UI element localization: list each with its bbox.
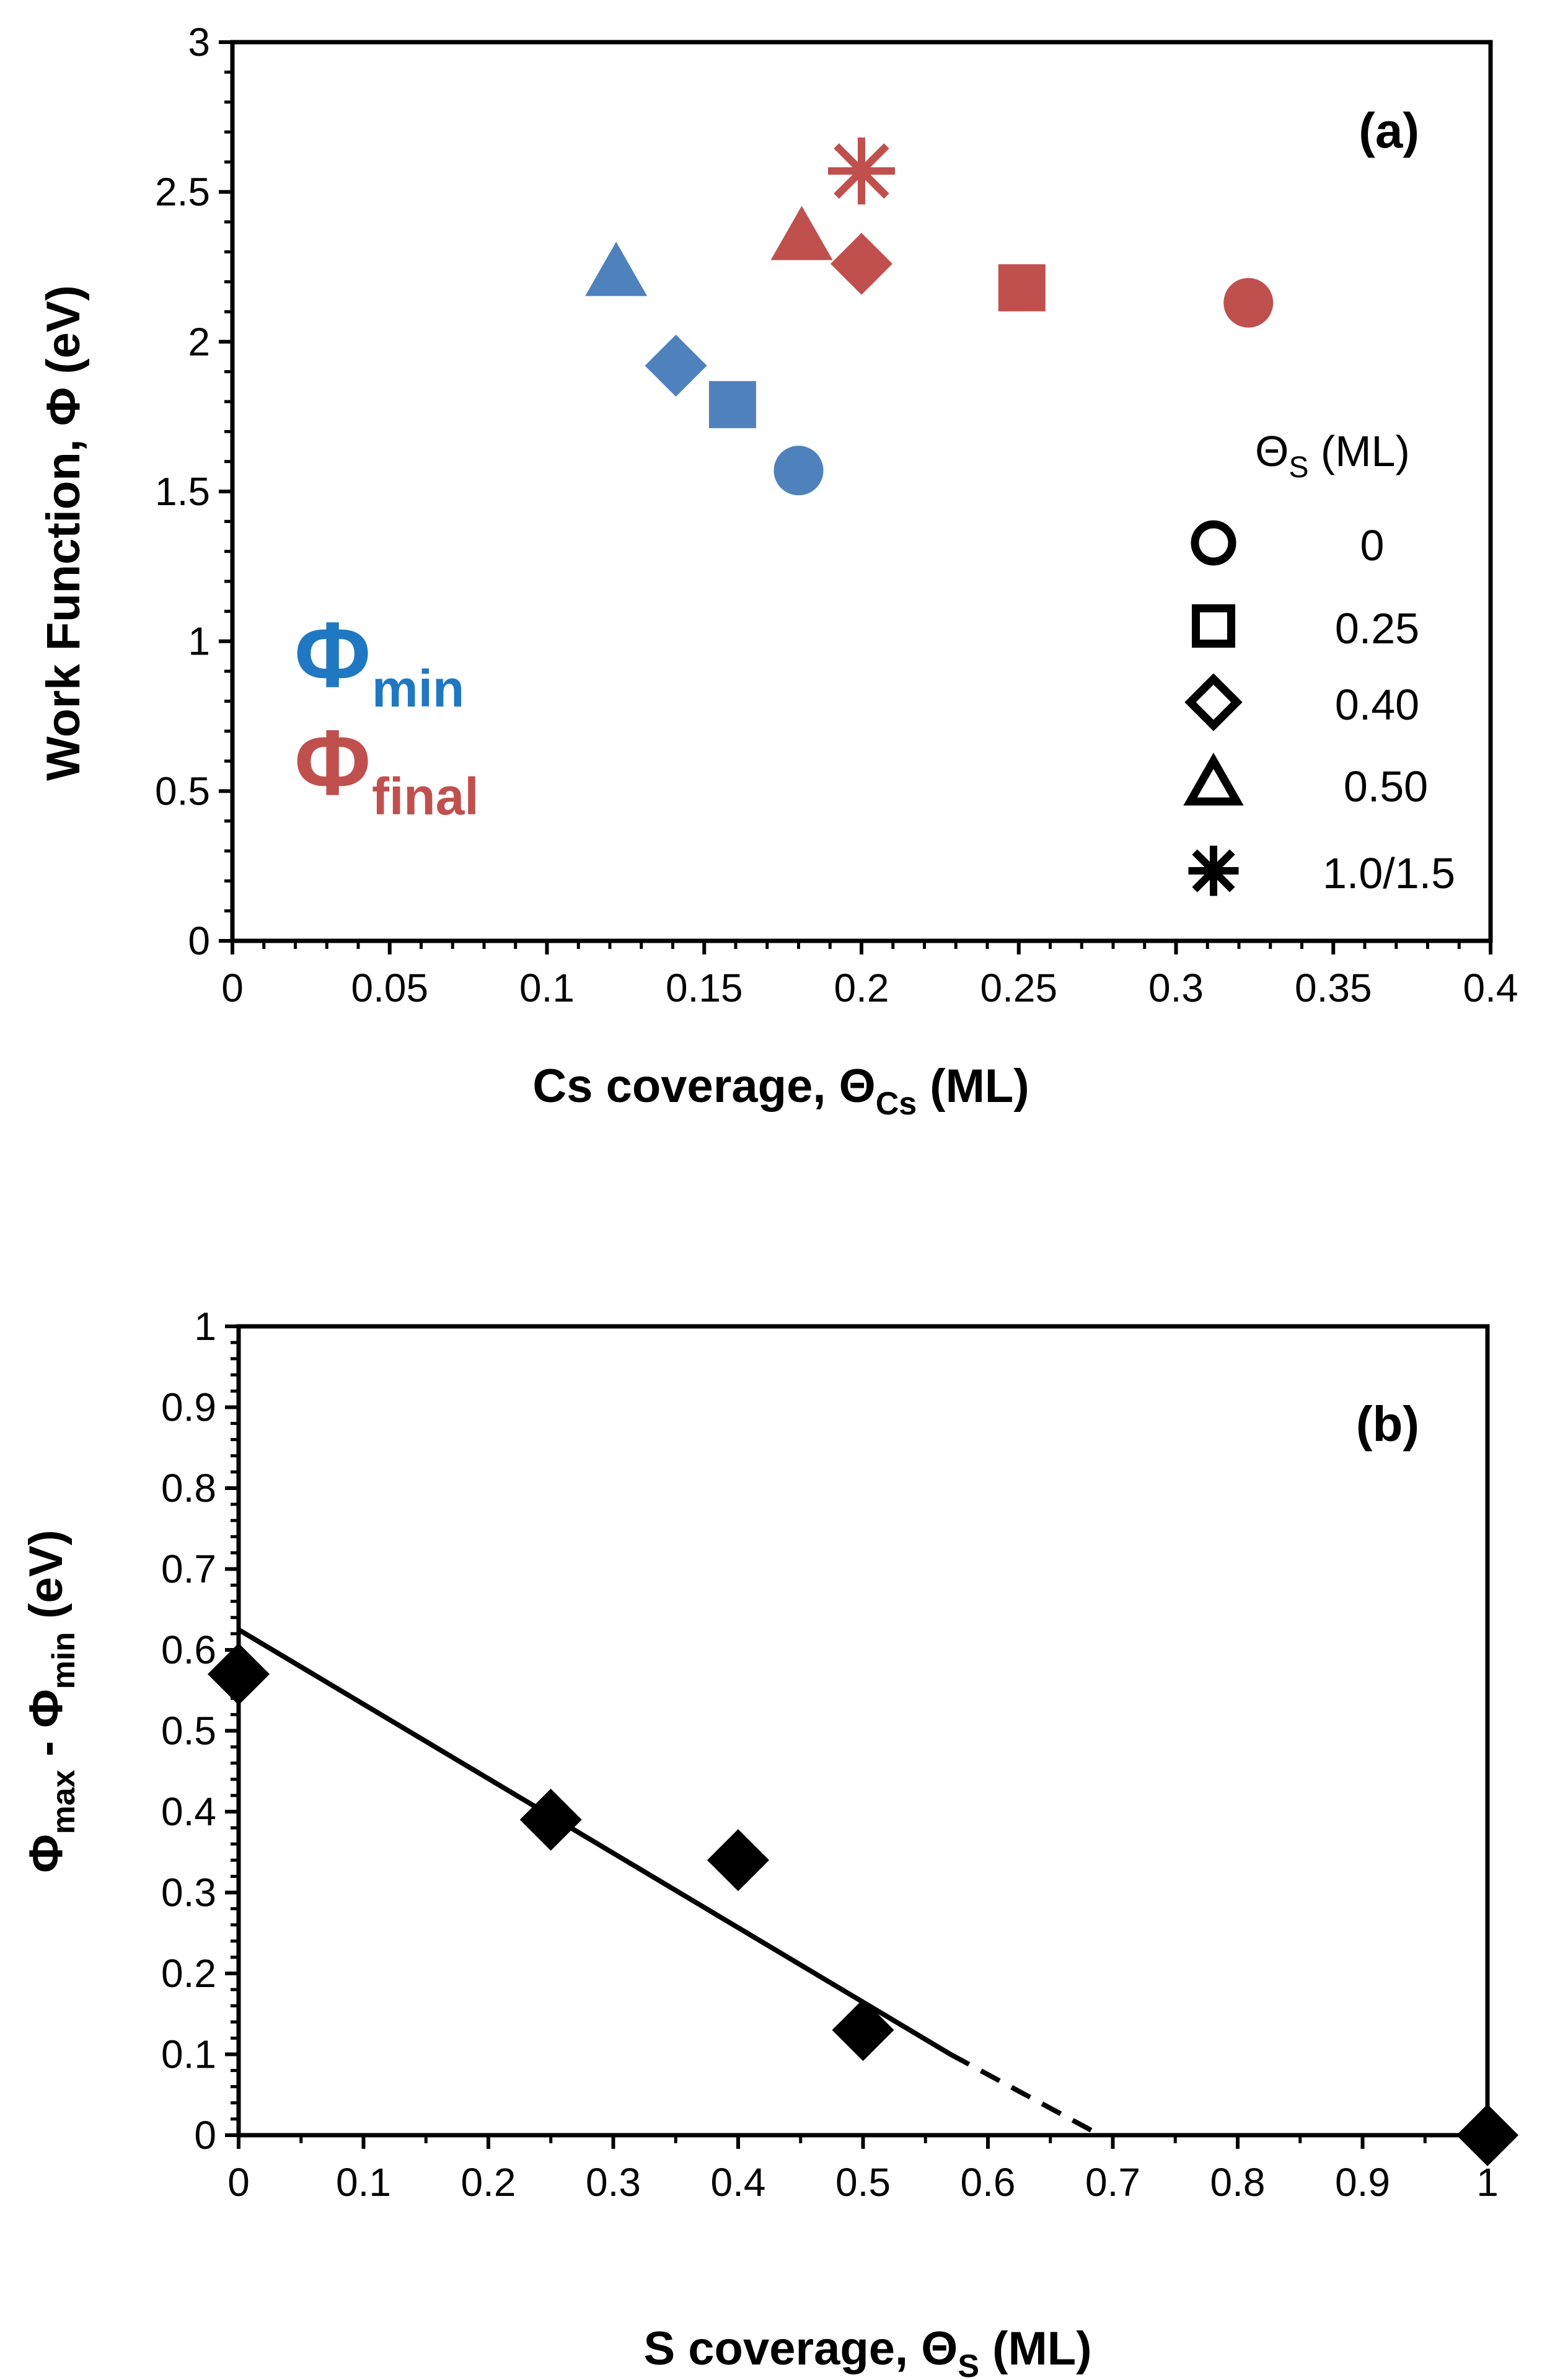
panel-a-x-tick-label: 0.4 — [1463, 966, 1518, 1010]
svg-text:Φ: Φ — [294, 710, 371, 814]
legend-entries: 0 0.25 0.40 0.50 1.0/1.5 — [1183, 520, 1455, 897]
panel-a-x-tick-label: 0 — [221, 966, 244, 1010]
panel-a-x-tick-label: 0.25 — [980, 966, 1057, 1010]
panel-b-x-tick-label: 0.1 — [336, 2160, 391, 2205]
panel-b-x-tick-label: 0.3 — [586, 2160, 641, 2205]
panel-b-x-tick-label: 0 — [227, 2160, 250, 2205]
panel-a-x-tick-label: 0.05 — [351, 966, 428, 1010]
panel-b-markers — [208, 1643, 1518, 2166]
linear-fit-extrapolation — [949, 2052, 1102, 2138]
panel-a-y-tick-label: 0 — [188, 919, 210, 963]
panel-b-y-tick-label: 0.4 — [161, 1789, 216, 1834]
panel-a-x-tick-label: 0.1 — [519, 966, 575, 1010]
panel-b-y-tick-label: 0.5 — [161, 1709, 216, 1753]
series-label-phi-min: Φ min — [294, 602, 464, 718]
panel-a-y-tick-label: 0.5 — [155, 769, 210, 813]
phi-final-point-square — [998, 264, 1046, 312]
delta-phi-point — [1456, 2104, 1518, 2166]
panel-b-y-tick-label: 0 — [194, 2113, 216, 2157]
panel-b-x-tick-label: 0.9 — [1335, 2160, 1390, 2205]
legend-label: 0 — [1360, 521, 1385, 570]
delta-phi-point — [832, 1999, 894, 2061]
panel-a-y-tick-label: 3 — [188, 20, 210, 64]
legend-title: ΘS (ML) — [1255, 427, 1410, 484]
panel-b-x-tick-label: 1 — [1476, 2160, 1499, 2205]
phi-min-point-diamond — [645, 335, 707, 397]
legend-label: 0.25 — [1335, 604, 1419, 653]
panel-a-x-tick-label: 0.2 — [834, 966, 889, 1010]
delta-phi-point — [707, 1829, 769, 1892]
phi-final-point-circle — [1223, 278, 1274, 328]
svg-text:Φ: Φ — [294, 602, 371, 707]
panel-a-label: (a) — [1359, 103, 1419, 158]
panel-b-x-tick-label: 0.8 — [1210, 2160, 1266, 2205]
legend-label: 0.40 — [1335, 681, 1419, 729]
panel-a-y-tick-label: 2.5 — [155, 170, 210, 214]
panel-a-x-axis-title: Cs coverage, ΘCs (ML) — [532, 1060, 1029, 1122]
panel-b-x-tick-label: 0.4 — [711, 2160, 766, 2205]
panel-a-axes: 0 0.05 0.1 0.15 0.2 0.25 0.3 0.35 0.400.511.522.… — [155, 20, 1518, 1010]
legend-label: 1.0/1.5 — [1323, 849, 1455, 897]
panel-a-x-tick-label: 0.15 — [666, 966, 743, 1010]
panel-b-y-tick-label: 0.1 — [161, 2032, 216, 2077]
phi-min-point-square — [708, 381, 756, 428]
svg-text:min: min — [372, 659, 464, 718]
panel-b-y-tick-label: 0.3 — [161, 1871, 216, 1915]
panel-b-y-tick-label: 0.8 — [161, 1466, 216, 1510]
panel-b-y-tick-label: 0.9 — [161, 1385, 216, 1430]
panel-b-axes: 0 0.1 0.2 0.3 0.4 0.5 0.6 0.7 0.8 0.9 1 0 0.1 0.2 0.3 0… — [161, 1304, 1499, 2205]
panel-a-y-tick-label: 1.5 — [155, 469, 210, 514]
delta-phi-point — [519, 1789, 582, 1851]
panel-b-x-tick-label: 0.7 — [1085, 2160, 1140, 2205]
phi-min-point-triangle — [585, 242, 648, 296]
phi-final-point-asterisk — [828, 137, 895, 205]
legend-marker-triangle — [1183, 752, 1244, 806]
panel-a-x-tick-label: 0.3 — [1148, 966, 1204, 1010]
delta-phi-point — [208, 1643, 270, 1706]
phi-final-point-triangle — [770, 206, 833, 260]
series-label-phi-final: Φ final — [294, 710, 479, 826]
legend-marker-circle — [1191, 520, 1236, 566]
svg-text:final: final — [372, 767, 479, 826]
panel-b-fit-lines — [237, 1627, 1102, 2138]
panel-b-y-tick-label: 0.6 — [161, 1628, 216, 1672]
panel-a-markers — [585, 137, 1274, 496]
panel-b-label: (b) — [1356, 1396, 1419, 1452]
panel-a-y-tick-label: 2 — [188, 319, 210, 364]
theta-s-legend: ΘS (ML) 0 0.25 0.40 0.50 1.0/1.5 — [1183, 427, 1455, 897]
phi-min-point-circle — [773, 446, 824, 496]
legend-marker-diamond — [1184, 673, 1243, 731]
panel-b-y-axis-title: Φmax - Φmin (eV) — [20, 1530, 82, 1873]
panel-b-x-axis-title: S coverage, ΘS (ML) — [643, 2322, 1091, 2380]
panel-b-y-tick-label: 0.7 — [161, 1547, 216, 1592]
panel-b-y-tick-label: 0.2 — [161, 1951, 216, 1996]
panel-a-y-tick-label: 1 — [188, 619, 210, 664]
panel-b-x-tick-label: 0.2 — [461, 2160, 516, 2205]
linear-fit-line — [237, 1627, 952, 2056]
panel-b-y-tick-label: 1 — [194, 1304, 216, 1349]
panel-a-y-axis-title: Work Function, Φ (eV) — [37, 285, 90, 781]
legend-marker-asterisk — [1188, 845, 1239, 896]
legend-label: 0.50 — [1344, 762, 1428, 811]
legend-marker-square — [1192, 604, 1235, 648]
panel-b-x-tick-label: 0.5 — [835, 2160, 891, 2205]
panel-b-chart: 0 0.1 0.2 0.3 0.4 0.5 0.6 0.7 0.8 0.9 1 0 0.1 0.2 0.3 0… — [20, 1304, 1518, 2380]
panel-b-x-tick-label: 0.6 — [961, 2160, 1016, 2205]
phi-final-point-diamond — [830, 232, 892, 295]
panel-a-x-tick-label: 0.35 — [1295, 966, 1372, 1010]
